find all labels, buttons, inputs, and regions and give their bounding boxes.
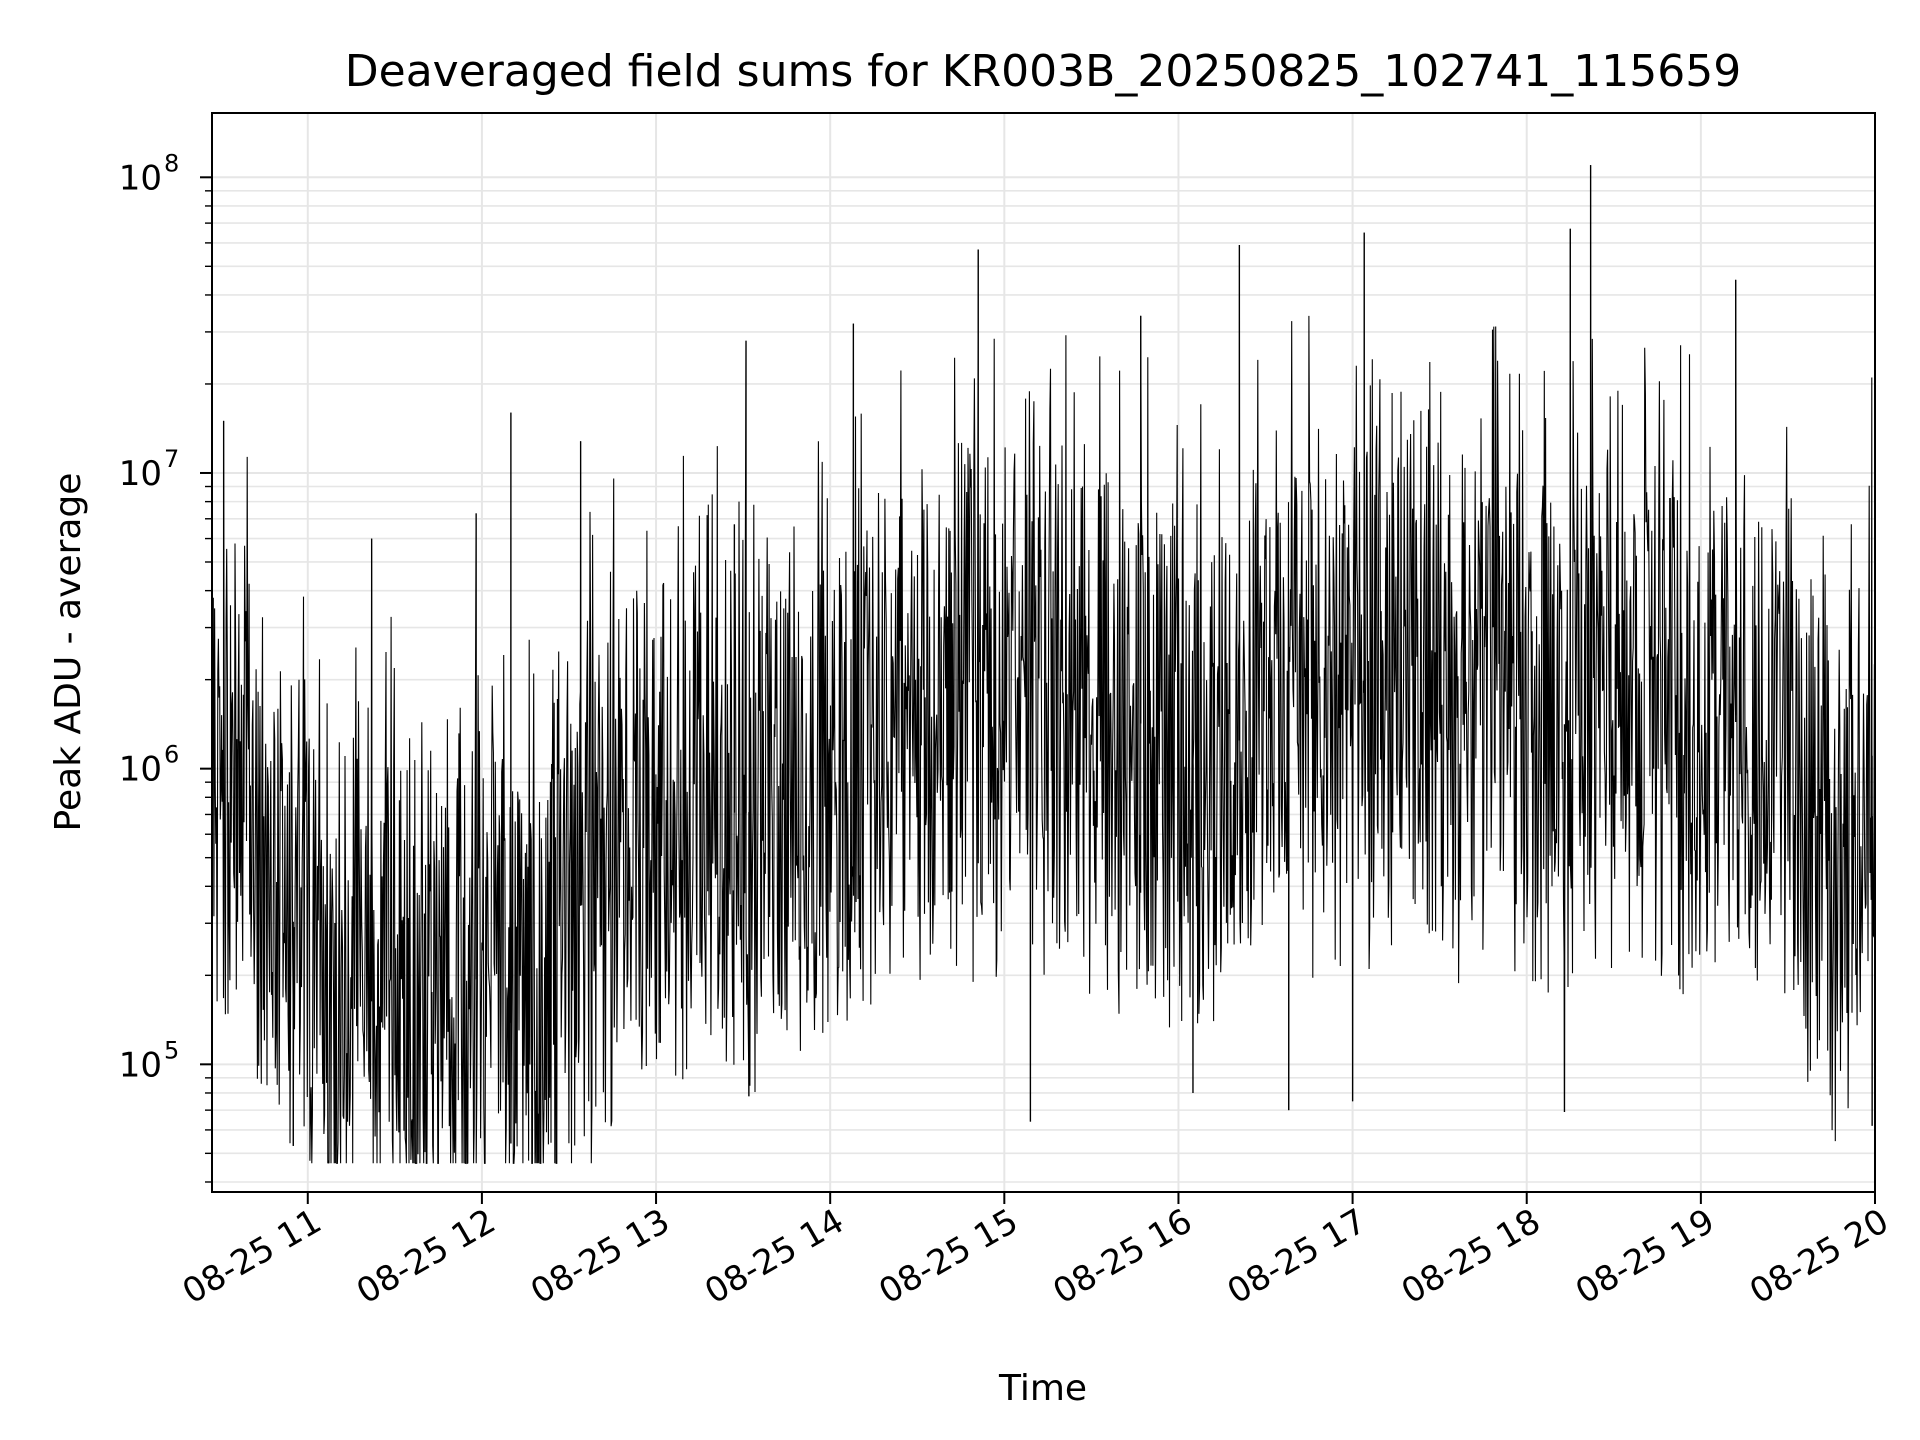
y-tick-exponent: 5: [164, 1036, 179, 1064]
y-tick-label: 10: [119, 158, 162, 198]
x-axis-label: Time: [998, 1368, 1087, 1409]
y-tick-exponent: 8: [164, 149, 179, 177]
series-line: [211, 165, 1876, 1165]
chart-title: Deaveraged field sums for KR003B_2025082…: [345, 46, 1741, 97]
series-path: [211, 165, 1876, 1165]
plot-frame: [211, 112, 1876, 1193]
y-tick-exponent: 7: [164, 445, 179, 473]
y-axis-label: Peak ADU - average: [48, 473, 89, 832]
y-tick-label: 10: [119, 1045, 162, 1085]
y-tick-exponent: 6: [164, 741, 179, 769]
y-tick-label: 10: [119, 750, 162, 790]
y-tick-label: 10: [119, 454, 162, 494]
